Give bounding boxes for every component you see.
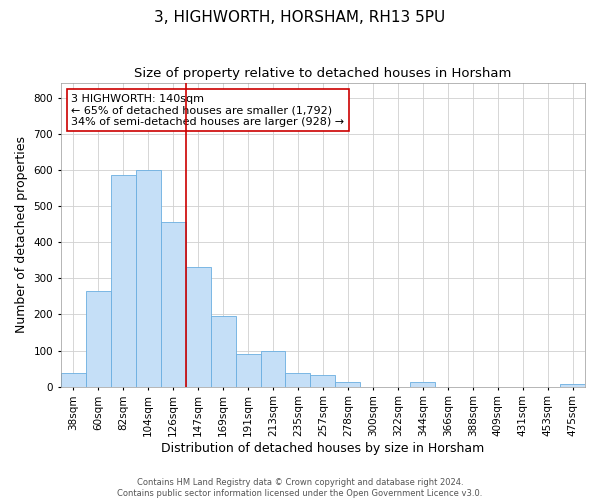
Title: Size of property relative to detached houses in Horsham: Size of property relative to detached ho… xyxy=(134,68,512,80)
Bar xyxy=(236,354,260,386)
Text: 3 HIGHWORTH: 140sqm
← 65% of detached houses are smaller (1,792)
34% of semi-det: 3 HIGHWORTH: 140sqm ← 65% of detached ho… xyxy=(71,94,344,127)
Bar xyxy=(286,373,310,386)
X-axis label: Distribution of detached houses by size in Horsham: Distribution of detached houses by size … xyxy=(161,442,485,455)
Bar xyxy=(111,175,136,386)
Y-axis label: Number of detached properties: Number of detached properties xyxy=(15,136,28,334)
Bar xyxy=(310,375,335,386)
Bar xyxy=(260,350,286,386)
Bar xyxy=(211,316,236,386)
Bar xyxy=(560,384,585,386)
Bar xyxy=(161,222,185,386)
Bar xyxy=(61,373,86,386)
Bar xyxy=(185,268,211,386)
Bar xyxy=(86,291,111,386)
Bar xyxy=(136,170,161,386)
Bar xyxy=(410,382,435,386)
Text: Contains HM Land Registry data © Crown copyright and database right 2024.
Contai: Contains HM Land Registry data © Crown c… xyxy=(118,478,482,498)
Text: 3, HIGHWORTH, HORSHAM, RH13 5PU: 3, HIGHWORTH, HORSHAM, RH13 5PU xyxy=(154,10,446,25)
Bar xyxy=(335,382,361,386)
